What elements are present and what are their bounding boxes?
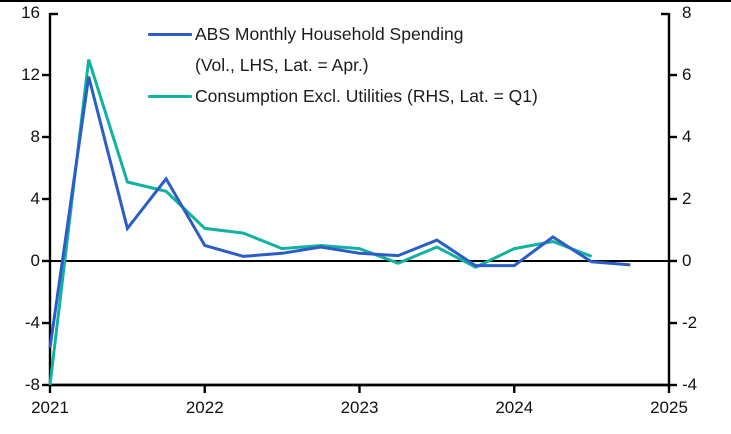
legend-label-consumption-line1: Consumption Excl. Utilities (RHS, Lat. =… [195, 86, 538, 106]
right-axis-label--2: -2 [682, 313, 698, 332]
left-axis-label--8: -8 [24, 375, 40, 394]
legend-entry-abs-monthly-household-spending: ABS Monthly Household Spending (Vol., LH… [148, 19, 538, 81]
x-axis-label-2023: 2023 [340, 398, 379, 417]
left-axis-label-16: 16 [21, 3, 40, 22]
left-axis-label-12: 12 [21, 65, 40, 84]
left-axis-label-8: 8 [30, 127, 40, 146]
right-axis-label-8: 8 [682, 3, 692, 22]
x-axis-label-2025: 2025 [650, 398, 688, 417]
right-axis-label-6: 6 [682, 65, 692, 84]
right-axis-label-0: 0 [682, 251, 692, 270]
legend-label-abs: ABS Monthly Household Spending (Vol., LH… [195, 19, 464, 81]
series-line-abs-monthly-household-spending [48, 76, 631, 349]
left-axis-label--4: -4 [24, 313, 40, 332]
legend-line-swatch-blue [148, 33, 192, 36]
right-axis-label-2: 2 [682, 189, 692, 208]
legend-label-consumption: Consumption Excl. Utilities (RHS, Lat. =… [195, 81, 538, 112]
left-axis-label-4: 4 [30, 189, 40, 208]
legend-label-abs-line1: ABS Monthly Household Spending [195, 24, 464, 44]
x-axis-label-2021: 2021 [31, 398, 69, 417]
top-border-rule [0, 0, 731, 2]
right-axis-label--4: -4 [682, 375, 698, 394]
chart-legend: ABS Monthly Household Spending (Vol., LH… [148, 19, 538, 112]
left-axis-label-0: 0 [30, 251, 40, 270]
x-axis-label-2024: 2024 [495, 398, 534, 417]
x-axis-label-2022: 2022 [185, 398, 224, 417]
right-axis-label-4: 4 [682, 127, 692, 146]
legend-line-swatch-teal [148, 95, 192, 98]
legend-label-abs-line2: (Vol., LHS, Lat. = Apr.) [195, 55, 369, 75]
legend-entry-consumption-excl-utilities: Consumption Excl. Utilities (RHS, Lat. =… [148, 81, 538, 112]
